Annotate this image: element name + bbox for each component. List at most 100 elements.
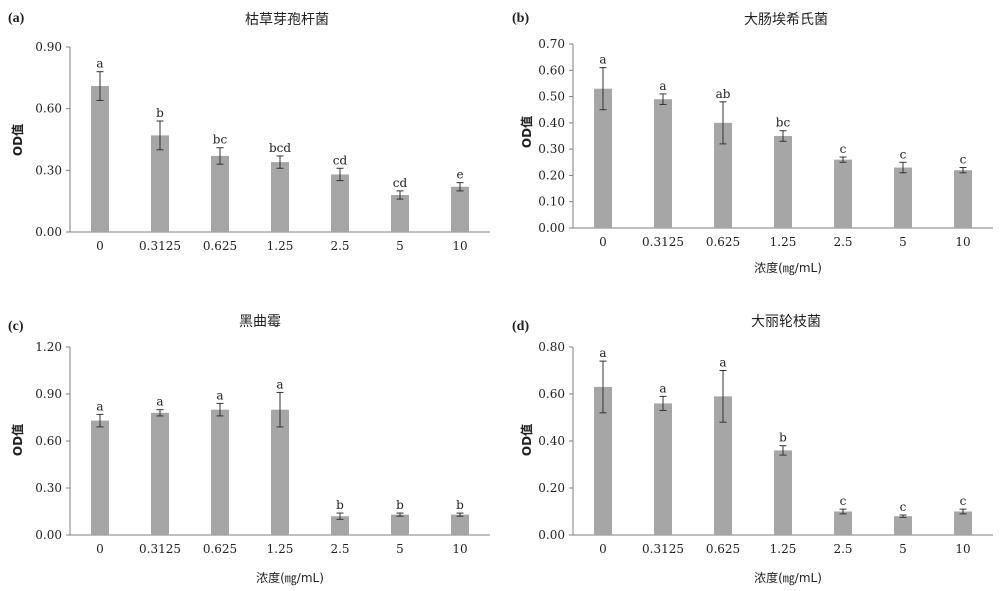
x-tick-label: 0.3125: [642, 235, 684, 249]
x-tick-label: 2.5: [330, 542, 349, 556]
significance-label: a: [96, 399, 103, 413]
x-tick-label: 0.625: [706, 235, 740, 249]
x-tick-label: 0: [96, 239, 104, 253]
significance-label: b: [779, 431, 787, 445]
x-tick-label: 5: [396, 542, 404, 556]
x-tick-label: 10: [955, 542, 970, 556]
bar: [271, 162, 289, 232]
x-tick-label: 0: [599, 235, 607, 249]
x-tick-label: 10: [452, 542, 467, 556]
x-tick-label: 0.625: [706, 542, 740, 556]
x-tick-label: 5: [899, 235, 907, 249]
bar: [654, 403, 672, 535]
bar: [331, 174, 349, 232]
x-tick-label: 2.5: [833, 235, 852, 249]
y-tick-label: 0.10: [538, 195, 565, 209]
x-tick-label: 0.3125: [139, 542, 181, 556]
significance-label: c: [960, 153, 967, 167]
x-axis-label: 浓度(㎎/mL): [256, 570, 324, 585]
significance-label: bc: [213, 133, 228, 147]
significance-label: c: [960, 494, 967, 508]
significance-label: cd: [393, 176, 408, 190]
y-tick-label: 0.60: [35, 434, 62, 448]
bar: [91, 420, 109, 535]
chart-title: 大肠埃希氏菌: [744, 12, 828, 28]
bar: [894, 516, 912, 535]
bar: [594, 88, 612, 228]
y-tick-label: 0.50: [538, 90, 565, 104]
significance-label: c: [840, 494, 847, 508]
x-tick-label: 1.25: [770, 235, 797, 249]
chart-title: 枯草芽孢杆菌: [245, 12, 329, 28]
x-tick-label: 10: [452, 239, 467, 253]
x-tick-label: 0.625: [203, 239, 237, 253]
bar: [451, 186, 469, 232]
plot-area: 0.00 0.30 0.60 0.90 1.20 a 0 a 0.3125 a 0.625 a 1.25…: [35, 340, 490, 556]
bar: [954, 170, 972, 228]
x-tick-label: 5: [396, 239, 404, 253]
significance-label: b: [456, 498, 464, 512]
panel-letter: (d): [512, 319, 529, 334]
y-tick-label: 0.00: [538, 221, 565, 235]
significance-label: c: [900, 147, 907, 161]
significance-label: a: [156, 395, 163, 409]
bar: [271, 409, 289, 535]
significance-label: ab: [716, 87, 731, 101]
significance-label: a: [599, 53, 606, 67]
bar: [594, 386, 612, 535]
x-tick-label: 2.5: [330, 239, 349, 253]
y-tick-label: 1.20: [35, 340, 62, 354]
significance-label: e: [456, 168, 463, 182]
x-tick-label: 0.3125: [139, 239, 181, 253]
y-tick-label: 0.80: [538, 340, 565, 354]
x-tick-label: 1.25: [267, 239, 294, 253]
plot-area: 0.00 0.20 0.40 0.60 0.80 a 0 a 0.3125 a 0.625 b 1.25…: [538, 340, 993, 556]
y-tick-label: 0.00: [538, 528, 565, 542]
significance-label: a: [719, 356, 726, 370]
bar: [894, 167, 912, 228]
y-tick-label: 0.60: [538, 63, 565, 77]
x-tick-label: 10: [955, 235, 970, 249]
y-tick-label: 0.90: [35, 40, 62, 54]
x-tick-label: 0: [96, 542, 104, 556]
bar: [211, 409, 229, 535]
bar: [774, 136, 792, 228]
x-axis-label: 浓度(㎎/mL): [754, 570, 822, 585]
y-tick-label: 0.60: [35, 102, 62, 116]
panel-d: (d) 大丽轮枝菌 OD值 浓度(㎎/mL) 0.000.200.400.600…: [512, 314, 993, 585]
y-tick-label: 0.30: [35, 481, 62, 495]
y-axis-label: OD值: [519, 424, 534, 456]
significance-label: a: [276, 377, 283, 391]
x-tick-label: 1.25: [267, 542, 294, 556]
bar: [834, 511, 852, 535]
y-tick-label: 0.30: [35, 163, 62, 177]
panel-b: (b) 大肠埃希氏菌 OD值 浓度(㎎/mL) 0.00 0.10 0.20 0.30…: [512, 11, 993, 275]
x-axis-label: 浓度(㎎/mL): [754, 260, 822, 275]
y-tick-label: 0.20: [538, 481, 565, 495]
bar: [774, 450, 792, 535]
y-tick-label: 0.00: [35, 528, 62, 542]
significance-label: c: [900, 500, 907, 514]
y-tick-label: 0.70: [538, 37, 565, 51]
plot-area: 0.00 0.30 0.60 0.90 a 0 b 0.3125 bc 0.625 bcd 1.25 c…: [35, 40, 490, 253]
panel-letter: (c): [8, 319, 24, 334]
bar: [91, 86, 109, 232]
y-tick-label: 0.00: [35, 225, 62, 239]
x-tick-label: 0: [599, 542, 607, 556]
plot-area: 0.00 0.10 0.20 0.30 0.40 0.50 0.60 0.70 a 0 a 0.312…: [538, 37, 993, 249]
bar: [331, 516, 349, 535]
bar: [714, 396, 732, 535]
bar: [954, 511, 972, 535]
significance-label: a: [659, 79, 666, 93]
panel-letter: (a): [8, 11, 25, 26]
y-tick-label: 0.40: [538, 116, 565, 130]
significance-label: b: [336, 498, 344, 512]
y-axis-label: OD值: [519, 116, 534, 148]
significance-label: a: [216, 388, 223, 402]
x-tick-label: 0.625: [203, 542, 237, 556]
bar: [451, 514, 469, 535]
significance-label: b: [156, 106, 164, 120]
panel-letter: (b): [512, 11, 529, 26]
y-axis-label: OD值: [10, 424, 25, 456]
